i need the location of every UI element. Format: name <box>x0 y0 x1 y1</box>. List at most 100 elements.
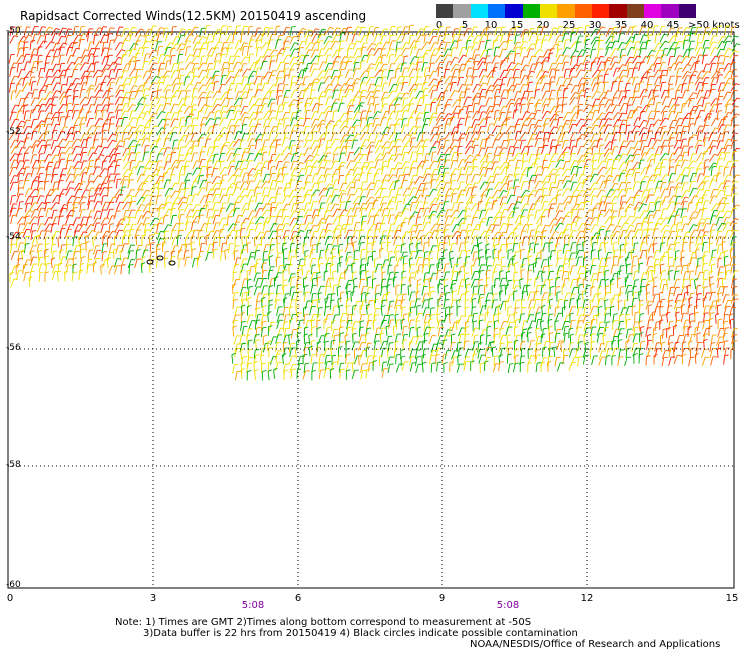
wind-barb <box>673 104 677 114</box>
wind-barb <box>10 139 16 149</box>
wind-barb <box>129 166 134 176</box>
wind-barb <box>64 69 67 79</box>
wind-barb <box>640 189 646 199</box>
wind-barb-flag <box>656 139 662 142</box>
wind-barb-flag <box>141 173 146 176</box>
wind-barb <box>379 35 384 45</box>
wind-barb <box>603 148 610 157</box>
wind-barb <box>183 166 186 176</box>
wind-barb-flag <box>85 189 90 192</box>
wind-barb-flag <box>192 186 197 188</box>
wind-barb-flag <box>106 155 112 158</box>
wind-barb <box>442 104 448 113</box>
wind-barb-flag <box>181 43 186 46</box>
wind-barb <box>521 167 527 176</box>
wind-barb <box>435 54 441 63</box>
wind-barb <box>303 139 309 149</box>
wind-barb-flag <box>216 182 221 185</box>
wind-barb <box>150 174 156 183</box>
wind-barb <box>632 41 637 51</box>
wind-barb <box>197 138 201 147</box>
wind-barb-flag <box>734 35 739 38</box>
wind-barb-flag <box>328 47 333 50</box>
wind-barb-flag <box>448 113 453 116</box>
wind-barb-flag <box>476 110 481 113</box>
wind-barb <box>267 161 270 171</box>
wind-barb-flag <box>544 70 550 73</box>
wind-barb <box>610 56 615 66</box>
wind-barb <box>388 63 392 73</box>
wind-barb <box>269 103 272 113</box>
wind-barb <box>519 47 523 57</box>
wind-barb <box>723 41 728 50</box>
wind-barb <box>283 75 286 85</box>
wind-barb <box>394 133 398 143</box>
wind-barb <box>680 175 685 185</box>
wind-barb <box>302 118 307 127</box>
wind-barb-flag <box>575 91 580 95</box>
wind-barb-flag <box>236 55 241 58</box>
wind-barb <box>297 168 303 177</box>
wind-barb <box>351 140 355 150</box>
wind-barb <box>569 153 572 163</box>
wind-barb-flag <box>454 90 459 93</box>
wind-barb-flag <box>567 180 572 182</box>
wind-barb <box>638 26 643 36</box>
wind-barb <box>37 154 41 164</box>
wind-barb-flag <box>514 109 519 111</box>
wind-barb <box>631 125 637 135</box>
wind-barb-flag <box>504 69 509 72</box>
wind-barb <box>22 77 26 87</box>
wind-barb-flag <box>684 117 689 119</box>
wind-barb <box>421 41 428 50</box>
wind-barb-flag <box>335 98 340 101</box>
wind-barb <box>626 97 631 107</box>
wind-barb <box>674 41 680 50</box>
wind-barb <box>183 40 188 50</box>
wind-barb <box>156 76 163 85</box>
wind-barb <box>225 48 229 58</box>
wind-barb <box>414 176 420 185</box>
wind-barb <box>723 167 726 177</box>
wind-barb-flag <box>55 111 60 114</box>
wind-barb-flag <box>610 35 615 38</box>
wind-barb-flag <box>175 159 180 162</box>
colorbar-swatch <box>487 4 506 18</box>
wind-barb-flag <box>398 153 403 156</box>
wind-barb <box>554 145 558 155</box>
wind-barb <box>337 190 343 199</box>
wind-barb <box>30 167 35 177</box>
wind-barb <box>358 153 365 162</box>
wind-barb <box>562 180 568 189</box>
wind-barb <box>156 33 160 43</box>
wind-barb <box>351 96 356 106</box>
wind-barb <box>717 119 723 128</box>
wind-barb-flag <box>490 175 495 178</box>
wind-barb <box>289 35 295 45</box>
wind-barb-flag <box>731 26 736 28</box>
wind-barb <box>374 153 381 162</box>
wind-barb <box>428 112 434 121</box>
wind-barb-flag <box>629 56 634 59</box>
wind-barb <box>486 123 491 133</box>
wind-barb <box>430 152 434 162</box>
wind-barb-flag <box>503 105 508 108</box>
wind-barb <box>442 91 445 101</box>
wind-barb <box>38 90 42 100</box>
wind-barb-flag <box>367 172 372 175</box>
wind-barb <box>192 42 198 51</box>
wind-barb <box>156 111 163 120</box>
wind-barb <box>234 83 238 93</box>
wind-barb <box>687 118 691 128</box>
wind-barb-flag <box>679 83 685 86</box>
wind-barb <box>471 154 478 163</box>
wind-barb-flag <box>493 39 498 42</box>
wind-barb <box>470 26 475 36</box>
wind-barb <box>472 84 478 93</box>
wind-barb <box>583 34 587 44</box>
wind-barb <box>275 111 279 121</box>
wind-barb <box>653 174 658 183</box>
wind-barb-flag <box>78 188 83 191</box>
wind-barb <box>722 56 726 66</box>
wind-barb <box>533 62 539 71</box>
